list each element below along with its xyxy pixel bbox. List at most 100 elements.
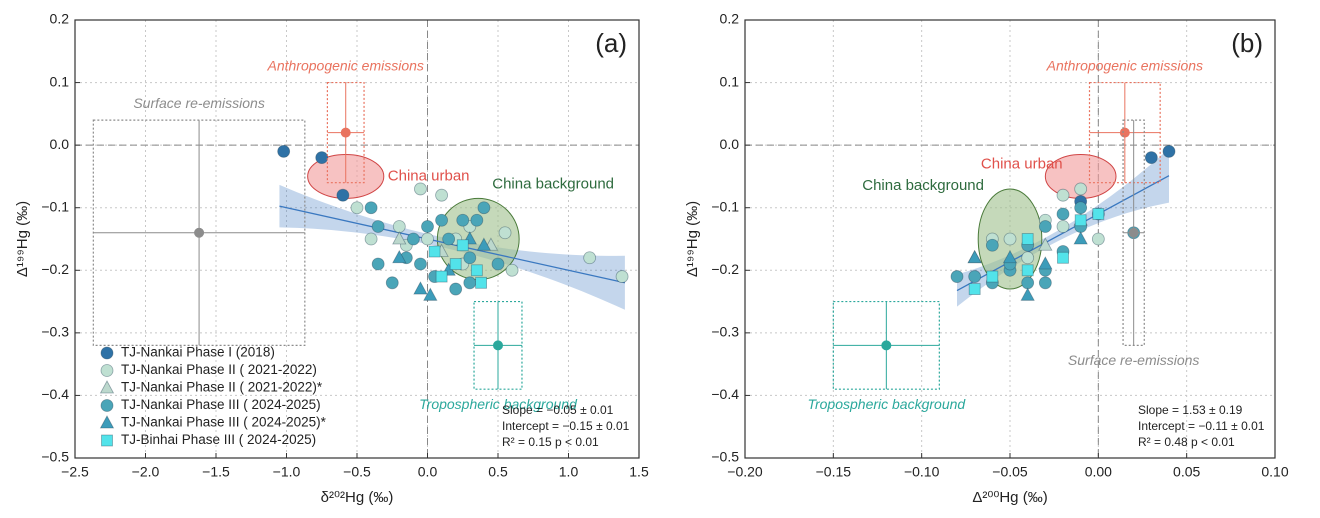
data-point (985, 238, 999, 252)
x-tick-label: −1.5 (202, 464, 230, 480)
data-point (435, 270, 448, 283)
y-tick-label: −0.1 (41, 198, 69, 214)
source-label: Tropospheric background (807, 396, 966, 412)
data-point (414, 257, 427, 271)
x-tick-label: 0.0 (418, 464, 438, 480)
fit-stat: Slope = −0.05 ± 0.01 (502, 403, 614, 417)
data-point (1038, 276, 1052, 290)
fit-stat: Intercept = −0.11 ± 0.01 (1138, 419, 1265, 433)
data-point (1056, 220, 1070, 233)
source-label: Anthropogenic emissions (267, 57, 424, 73)
source-point (1128, 227, 1139, 238)
x-tick-label: 0.05 (1173, 464, 1200, 480)
data-point (986, 270, 999, 283)
data-point (364, 232, 378, 246)
data-point (1057, 251, 1069, 264)
data-point (350, 201, 364, 215)
data-point (1002, 249, 1018, 264)
y-tick-label: 0.0 (720, 136, 740, 152)
y-tick-label: −0.3 (41, 324, 69, 340)
data-point (1074, 182, 1088, 196)
data-point (1021, 264, 1034, 277)
y-tick-label: −0.5 (41, 449, 69, 465)
fit-stat: R² = 0.15 p < 0.01 (502, 435, 599, 449)
fit-stat: Slope = 1.53 ± 0.19 (1138, 403, 1243, 417)
data-point (1038, 220, 1052, 233)
source-point (340, 127, 351, 138)
y-tick-label: −0.4 (711, 386, 739, 402)
source-label: Surface re-emissions (1068, 352, 1200, 368)
source-point (194, 227, 205, 238)
panel-label: (a) (595, 28, 627, 58)
plot-frame (744, 19, 1276, 459)
data-point (421, 232, 434, 246)
data-point (1038, 256, 1053, 270)
x-axis-title: δ²⁰²Hg (‰) (321, 489, 394, 506)
data-point (442, 232, 456, 246)
x-tick-label: 0.00 (1085, 464, 1112, 480)
fit-stat: Intercept = −0.15 ± 0.01 (502, 419, 630, 433)
data-point (428, 245, 441, 258)
x-tick-label: −0.10 (904, 464, 940, 480)
data-point (385, 276, 399, 290)
y-tick-label: −0.1 (711, 198, 739, 214)
legend-marker (99, 380, 115, 394)
data-point (1092, 208, 1105, 220)
data-point (1021, 233, 1034, 245)
source-label: Tropospheric background (419, 396, 578, 412)
data-point (392, 249, 407, 264)
data-point (392, 220, 406, 233)
data-point (498, 226, 512, 240)
data-point (968, 270, 982, 283)
fit-line (279, 205, 626, 284)
x-tick-label: −1.0 (273, 464, 301, 480)
y-axis-title: Δ¹⁹⁹Hg (‰) (684, 201, 701, 277)
data-point (470, 264, 483, 277)
source-label: Anthropogenic emissions (1046, 57, 1203, 73)
data-point (477, 201, 491, 215)
data-point (1020, 287, 1035, 301)
data-point (475, 276, 487, 289)
y-axis-title: Δ¹⁹⁹Hg (‰) (14, 201, 31, 277)
x-tick-label: −2.5 (61, 464, 89, 480)
data-point (967, 249, 982, 264)
data-point (491, 257, 505, 271)
source-point (881, 340, 892, 351)
data-point (406, 232, 420, 246)
data-point (1021, 251, 1035, 265)
legend-marker (101, 434, 113, 447)
data-point (1091, 232, 1105, 246)
source-point (1119, 127, 1130, 138)
y-tick-label: −0.2 (711, 261, 739, 277)
data-point (456, 213, 470, 227)
region-label: China background (862, 177, 984, 194)
data-point (950, 270, 964, 283)
x-tick-label: −0.5 (343, 464, 371, 480)
x-tick-label: −2.0 (132, 464, 160, 480)
source-point (493, 340, 503, 351)
legend-label: TJ-Nankai Phase III ( 2024-2025) (121, 397, 321, 412)
y-tick-label: −0.3 (711, 324, 739, 340)
data-point (1003, 232, 1017, 246)
y-tick-label: 0.1 (50, 73, 70, 89)
data-point (470, 213, 484, 227)
legend-label: TJ-Nankai Phase III ( 2024-2025)* (121, 415, 327, 430)
x-tick-label: −0.20 (727, 464, 763, 480)
data-point (449, 282, 463, 296)
data-point (476, 237, 492, 251)
data-point (583, 251, 597, 265)
data-point (277, 144, 291, 158)
legend-label: TJ-Nankai Phase I (2018) (121, 345, 275, 360)
data-point (435, 213, 449, 227)
data-point (336, 188, 350, 202)
data-point (1162, 144, 1176, 158)
y-tick-label: 0.0 (50, 136, 70, 152)
x-tick-label: −0.05 (992, 464, 1028, 480)
data-point (456, 239, 469, 252)
region-label: China background (492, 175, 614, 192)
data-point (463, 276, 477, 290)
y-tick-label: 0.1 (720, 73, 740, 89)
legend-marker (100, 399, 114, 412)
